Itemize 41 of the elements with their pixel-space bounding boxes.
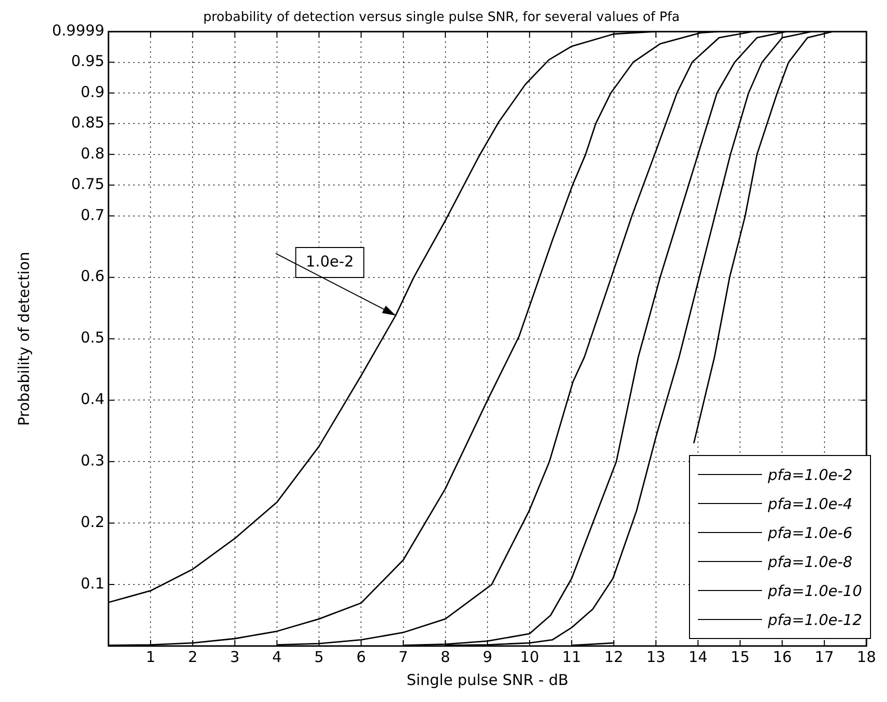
legend-label: pfa=1.0e-8: [768, 552, 852, 570]
x-tick-label: 5: [314, 648, 324, 666]
annotation: 1.0e-2: [306, 252, 354, 270]
y-tick-label: 0.3: [80, 452, 104, 470]
x-tick-label: 14: [688, 648, 708, 666]
y-tick-label: 0.85: [71, 114, 104, 132]
y-tick-label: 0.5: [80, 328, 104, 347]
y-tick-label: 0.1: [80, 574, 104, 592]
y-tick-label: 0.6: [80, 267, 104, 286]
x-tick-label: 13: [646, 648, 666, 666]
x-tick-label: 15: [730, 648, 750, 666]
legend-label: pfa=1.0e-10: [768, 582, 862, 600]
chart-title: probability of detection versus single pulse SNR, for several values of Pfa: [203, 10, 680, 26]
x-tick-label: 3: [230, 648, 240, 666]
x-tick-label: 10: [520, 648, 540, 666]
x-tick-label: 12: [604, 648, 624, 666]
y-tick-label: 0.9999: [52, 21, 104, 40]
x-tick-label: 4: [272, 648, 282, 666]
y-tick-label: 0.9: [80, 82, 104, 101]
x-tick-label: 9: [482, 648, 492, 666]
x-tick-label: 6: [356, 648, 366, 666]
legend-label: pfa=1.0e-4: [768, 494, 852, 512]
x-tick-label: 1: [146, 648, 156, 666]
x-tick-label: 2: [188, 648, 198, 666]
x-tick-label: 18: [856, 648, 876, 666]
x-tick-label: 16: [772, 648, 792, 666]
y-tick-label: 0.7: [80, 206, 104, 224]
x-axis-title: Single pulse SNR - dB: [406, 670, 568, 689]
y-tick-label: 0.2: [80, 513, 104, 531]
legend-label: pfa=1.0e-2: [768, 466, 852, 484]
y-tick-label: 0.95: [71, 52, 104, 70]
x-tick-label: 17: [814, 648, 834, 666]
y-tick-label: 0.4: [80, 390, 104, 408]
legend-label: pfa=1.0e-12: [768, 610, 862, 628]
y-tick-label: 0.8: [80, 144, 104, 162]
x-tick-label: 8: [440, 648, 450, 666]
x-tick-label: 11: [562, 648, 582, 666]
legend-label: pfa=1.0e-6: [768, 524, 852, 542]
y-axis-title: Probability of detection: [14, 252, 33, 426]
y-tick-label: 0.75: [71, 175, 104, 194]
x-tick-label: 7: [398, 648, 408, 666]
